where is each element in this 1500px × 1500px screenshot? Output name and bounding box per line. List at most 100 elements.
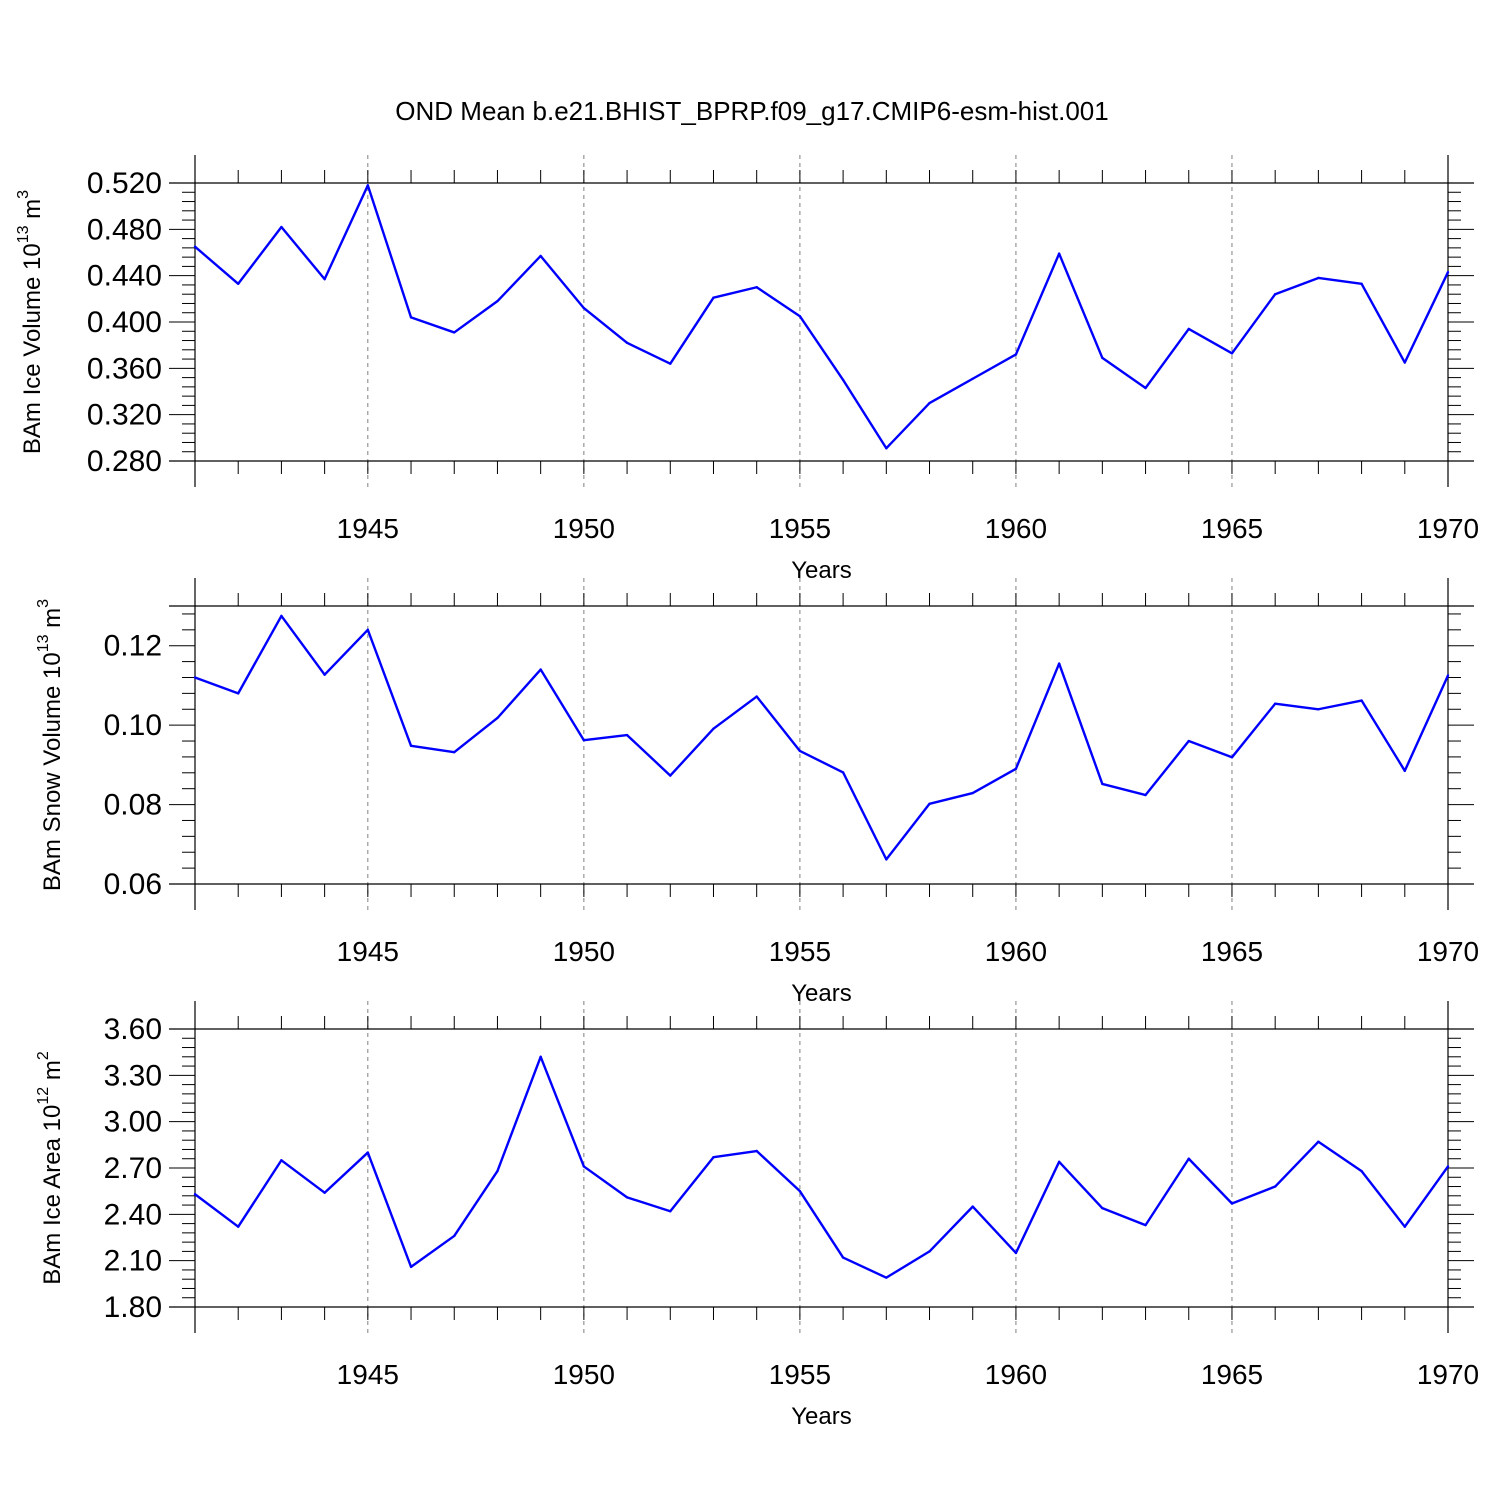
data-point: [669, 774, 672, 777]
data-point: [1317, 708, 1320, 711]
data-point: [625, 733, 629, 737]
data-point: [1446, 674, 1450, 677]
data-point: [539, 1055, 542, 1059]
data-point: [453, 1234, 456, 1238]
y-tick-label: 0.520: [87, 167, 162, 200]
x-tick-label: 1950: [553, 513, 615, 544]
data-point: [1014, 1251, 1018, 1255]
data-point: [755, 1149, 758, 1153]
data-point: [237, 692, 240, 695]
data-point: [453, 331, 456, 334]
data-point: [280, 614, 283, 618]
data-point: [1101, 356, 1104, 360]
data-point: [885, 447, 888, 450]
data-point: [1360, 699, 1363, 702]
data-point: [928, 401, 931, 405]
data-point: [841, 771, 845, 774]
data-point: [798, 315, 802, 318]
data-point: [1403, 769, 1406, 773]
data-point: [1187, 327, 1190, 331]
panel-2: 1945 1950 1955 1960 1965 1970 0.06 0.08 0.10 0.12…: [35, 578, 1479, 1007]
data-point: [582, 1165, 586, 1168]
data-point: [496, 1169, 499, 1173]
data-point: [1144, 793, 1147, 797]
data-point: [1403, 361, 1406, 364]
panel-1: 1945 1950 1955 1960 1965 1970 0.280 0.320 0.360 0…: [15, 155, 1479, 584]
data-point: [798, 749, 802, 753]
data-point: [193, 676, 197, 679]
data-point: [1014, 353, 1018, 356]
x-tick-label: 1970: [1417, 513, 1479, 544]
data-point: [1403, 1225, 1406, 1228]
y-axis-label: BAm Ice Volume 1013 m3: [15, 190, 46, 454]
data-point: [798, 1189, 802, 1193]
data-point: [1057, 1160, 1061, 1164]
series-line: [194, 614, 1450, 861]
data-point: [1101, 782, 1104, 786]
x-axis-label: Years: [791, 557, 852, 584]
data-point: [539, 668, 542, 671]
data-point: [669, 362, 672, 365]
x-tick-label: 1945: [337, 1359, 399, 1390]
y-axis-label: BAm Ice Area 1012 m2: [35, 1051, 66, 1285]
data-point: [280, 225, 283, 229]
data-point: [237, 282, 240, 285]
data-point: [712, 727, 715, 730]
data-point: [1317, 1140, 1320, 1143]
data-point: [669, 1210, 672, 1213]
y-tick-label: 2.70: [104, 1152, 162, 1185]
data-point: [409, 316, 413, 319]
y-tick-label: 0.06: [104, 868, 162, 901]
data-point: [971, 791, 974, 795]
data-point: [582, 306, 586, 310]
panels: 1945 1950 1955 1960 1965 1970 0.280 0.320 0.360 0…: [15, 155, 1479, 1430]
data-point: [409, 1265, 413, 1269]
y-tick-label: 3.30: [104, 1059, 162, 1092]
x-tick-label: 1965: [1201, 513, 1263, 544]
data-point: [323, 1191, 326, 1194]
data-point: [1446, 1165, 1450, 1168]
x-tick-label: 1960: [985, 1359, 1047, 1390]
data-point: [582, 739, 586, 742]
data-point: [453, 750, 456, 754]
series-line: [194, 184, 1450, 450]
x-tick-label: 1960: [985, 513, 1047, 544]
y-tick-label: 0.320: [87, 399, 162, 432]
data-point: [1057, 252, 1061, 255]
data-point: [1101, 1206, 1104, 1210]
y-tick-label: 2.40: [104, 1198, 162, 1231]
y-tick-label: 0.08: [104, 789, 162, 822]
data-point: [712, 1155, 715, 1159]
data-point: [1230, 756, 1234, 759]
data-point: [237, 1225, 240, 1228]
y-tick-label: 0.440: [87, 260, 162, 293]
y-tick-label: 1.80: [104, 1291, 162, 1324]
y-tick-label: 0.480: [87, 213, 162, 246]
y-tick-label: 3.00: [104, 1106, 162, 1139]
data-point: [755, 695, 758, 698]
data-point: [1317, 276, 1320, 280]
x-axis-label: Years: [791, 980, 852, 1007]
data-point: [193, 245, 197, 248]
data-point: [366, 628, 370, 632]
data-point: [1187, 739, 1190, 743]
series-line: [194, 1055, 1449, 1279]
data-point: [1360, 1169, 1363, 1173]
data-point: [971, 377, 974, 380]
x-tick-label: 1970: [1417, 936, 1479, 967]
data-point: [1230, 1202, 1234, 1205]
y-tick-label: 0.280: [87, 445, 162, 478]
data-point: [1057, 662, 1061, 665]
data-point: [1360, 282, 1363, 285]
data-point: [1446, 270, 1450, 274]
x-tick-label: 1950: [553, 936, 615, 967]
data-point: [1273, 702, 1277, 705]
data-point: [1014, 767, 1018, 771]
data-point: [712, 296, 715, 299]
data-point: [841, 1256, 845, 1259]
data-point: [928, 1250, 931, 1253]
x-tick-label: 1945: [337, 513, 399, 544]
data-point: [841, 378, 845, 382]
figure-title: OND Mean b.e21.BHIST_BPRP.f09_g17.CMIP6-…: [395, 96, 1108, 126]
